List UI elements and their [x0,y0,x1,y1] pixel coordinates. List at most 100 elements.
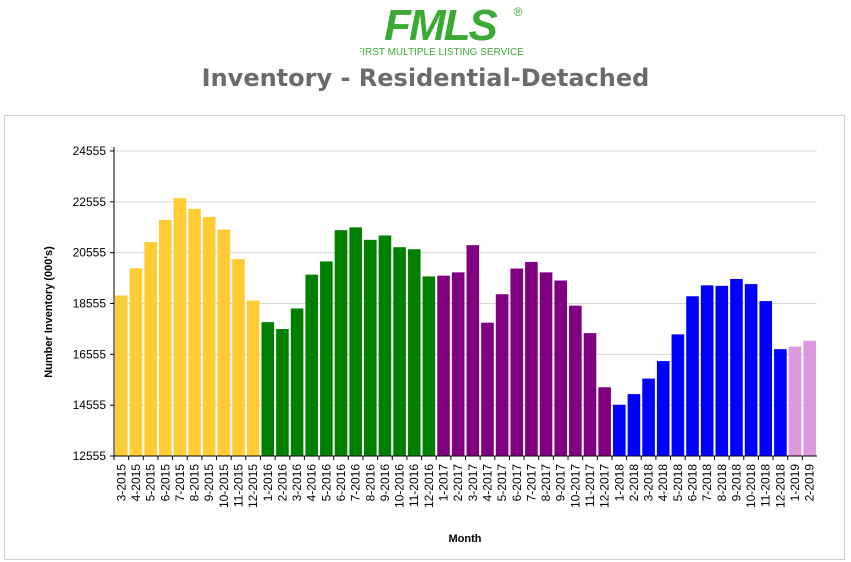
bar-6-2016[interactable] [334,230,348,456]
x-tick-label: 3-2017 [466,464,480,502]
bar-7-2015[interactable] [173,198,187,456]
x-tick-label: 4-2016 [305,464,319,502]
bar-11-2017[interactable] [583,333,597,456]
bar-5-2015[interactable] [144,242,157,456]
bar-3-2018[interactable] [642,378,655,456]
bar-11-2016[interactable] [407,249,421,456]
bar-10-2017[interactable] [569,305,582,456]
bar-10-2016[interactable] [393,247,406,456]
bar-6-2017[interactable] [510,268,524,456]
bar-4-2015[interactable] [129,268,143,456]
bar-8-2018[interactable] [715,285,729,456]
x-tick-label: 8-2017 [539,464,553,502]
bar-7-2018[interactable] [700,285,714,456]
x-tick-label: 11-2017 [583,464,597,507]
x-tick-label: 12-2017 [598,464,612,508]
chart-title: Inventory - Residential-Detached [201,64,650,92]
bars [115,198,816,456]
bar-11-2018[interactable] [759,301,773,456]
bar-5-2018[interactable] [671,334,685,456]
y-tick-label: 20555 [73,246,107,260]
bar-9-2018[interactable] [730,278,743,456]
bar-8-2015[interactable] [188,208,201,456]
x-tick-label: 5-2018 [671,464,685,502]
x-tick-label: 4-2017 [480,464,494,502]
x-tick-label: 6-2016 [334,464,348,502]
bar-10-2015[interactable] [217,229,231,456]
y-tick-label: 24555 [73,144,107,158]
fmls-logo: FMLS ® FIRST MULTIPLE LISTING SERVICE [356,1,530,58]
x-tick-label: 9-2018 [729,464,743,502]
y-tick-label: 16555 [73,347,107,361]
bar-11-2015[interactable] [232,259,245,456]
bar-4-2017[interactable] [481,322,494,456]
bar-9-2015[interactable] [202,216,216,456]
x-tick-label: 5-2015 [144,464,158,502]
bar-1-2019[interactable] [788,346,802,456]
bar-1-2016[interactable] [261,322,275,456]
bar-12-2018[interactable] [774,349,787,456]
x-tick-label: 6-2018 [686,464,700,502]
bar-12-2015[interactable] [246,300,260,456]
x-tick-label: 7-2015 [173,464,187,502]
x-tick-label: 2-2017 [451,464,465,502]
bar-12-2016[interactable] [422,276,436,456]
x-tick-label: 7-2018 [700,464,714,502]
x-tick-label: 12-2016 [422,464,436,508]
bar-9-2016[interactable] [378,235,392,456]
bar-chart: 12555 14555 16555 18555 20555 22555 24555 3-20… [43,144,817,545]
x-tick-label: 3-2018 [642,464,656,502]
bar-3-2016[interactable] [290,308,304,456]
x-tick-label: 9-2016 [378,464,392,502]
bar-6-2015[interactable] [158,220,172,456]
x-tick-label: 2-2019 [803,464,817,502]
bar-9-2017[interactable] [554,280,567,457]
x-tick-label: 12-2018 [773,464,787,508]
y-tick-label: 14555 [73,398,107,412]
y-tick-label: 18555 [73,297,107,311]
chart-panel: 12555 14555 16555 18555 20555 22555 24555 3-20… [4,115,845,560]
bar-4-2016[interactable] [305,274,319,456]
bar-3-2015[interactable] [115,295,128,456]
x-tick-label: 8-2015 [188,464,202,502]
grid-lines [114,150,817,457]
x-tick-label: 12-2015 [246,464,260,508]
bar-2-2016[interactable] [276,329,289,456]
bar-6-2018[interactable] [686,296,699,456]
logo-wordmark: FMLS [384,2,497,50]
x-tick-label: 4-2018 [656,464,670,502]
bar-7-2016[interactable] [349,227,362,456]
x-tick-label: 11-2016 [407,464,421,507]
y-tick-label: 12555 [73,449,107,463]
x-tick-label: 1-2018 [612,464,626,502]
bar-1-2018[interactable] [612,404,626,456]
x-tick-label: 3-2016 [290,464,304,502]
bar-8-2017[interactable] [539,272,553,456]
x-tick-label: 10-2015 [217,464,231,508]
bar-7-2017[interactable] [525,261,538,456]
logo-registered-mark: ® [514,5,523,19]
bar-2-2018[interactable] [627,394,641,456]
x-tick-label: 8-2018 [715,464,729,502]
bar-12-2017[interactable] [598,387,611,456]
x-tick-label: 4-2015 [129,464,143,502]
bar-1-2017[interactable] [437,275,450,456]
bar-8-2016[interactable] [364,239,377,456]
x-tick-label: 11-2018 [759,464,773,507]
bar-10-2018[interactable] [744,284,758,456]
bar-2-2019[interactable] [803,340,816,456]
x-axis-label: Month [449,533,482,545]
logo-tagline: FIRST MULTIPLE LISTING SERVICE [360,47,524,58]
x-tick-label: 9-2015 [202,464,216,502]
x-tick-label: 6-2017 [510,464,524,502]
bar-4-2018[interactable] [656,361,670,456]
bar-5-2016[interactable] [320,261,333,456]
x-tick-labels: 3-2015 4-2015 5-2015 6-2015 7-2015 8-2015 9-20… [113,456,817,508]
x-tick-label: 7-2017 [524,464,538,502]
bar-5-2017[interactable] [495,294,509,456]
bar-3-2017[interactable] [466,245,480,456]
x-tick-label: 2-2016 [275,464,289,502]
x-tick-label: 1-2019 [788,464,802,502]
x-tick-label: 6-2015 [158,464,172,502]
bar-2-2017[interactable] [451,272,465,456]
